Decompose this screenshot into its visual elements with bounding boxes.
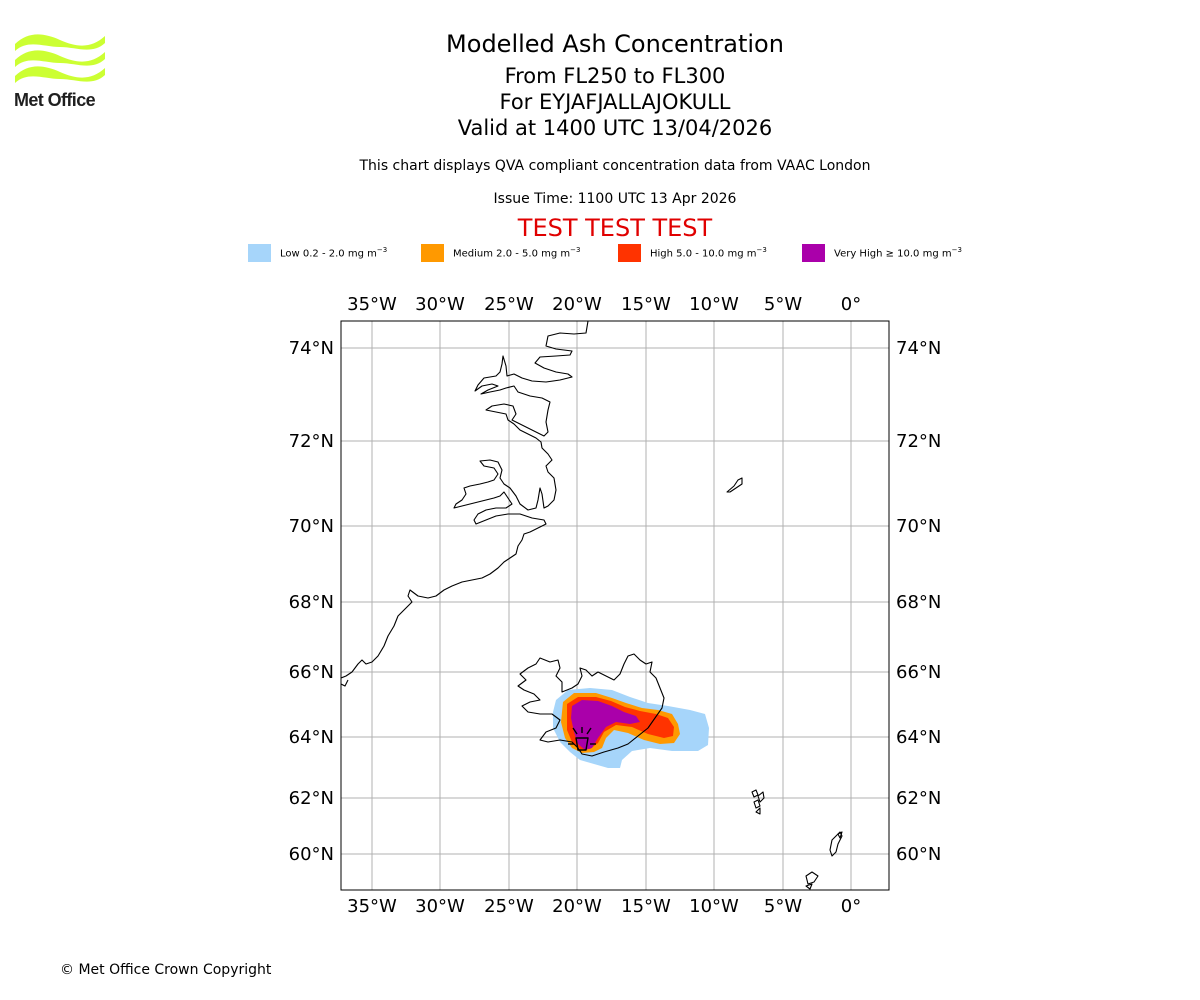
lat-label-left: 72°N bbox=[289, 431, 334, 452]
legend-label-very-high: Very High ≥ 10.0 mg m−3 bbox=[834, 246, 962, 260]
legend-swatch-low bbox=[248, 244, 271, 262]
legend-label-high: High 5.0 - 10.0 mg m−3 bbox=[650, 246, 767, 260]
met-office-logo: Met Office bbox=[14, 30, 110, 112]
greenland-coast-tip bbox=[341, 679, 349, 687]
legend-item-low: Low 0.2 - 2.0 mg m−3 bbox=[248, 244, 387, 262]
map-svg: 35°W 30°W 25°W 20°W 15°W 10°W 5°W 0° 35°… bbox=[289, 294, 942, 917]
lon-label-top: 0° bbox=[841, 294, 861, 315]
lat-label-left: 68°N bbox=[289, 592, 334, 613]
iceland-coast bbox=[517, 653, 665, 757]
graticule bbox=[341, 321, 889, 890]
legend-item-high: High 5.0 - 10.0 mg m−3 bbox=[618, 244, 767, 262]
legend-label-low: Low 0.2 - 2.0 mg m−3 bbox=[280, 246, 388, 260]
lon-label-bottom: 35°W bbox=[347, 896, 397, 917]
orkney-coast bbox=[805, 871, 819, 890]
chart-title: Modelled Ash Concentration bbox=[446, 30, 784, 58]
lon-label-bottom: 20°W bbox=[552, 896, 602, 917]
compliance-note: This chart displays QVA compliant concen… bbox=[359, 158, 871, 174]
lat-label-left: 74°N bbox=[289, 338, 334, 359]
map-frame bbox=[340, 320, 890, 891]
legend-swatch-very-high bbox=[802, 244, 825, 262]
legend-swatch-high bbox=[618, 244, 641, 262]
flight-level-range: From FL250 to FL300 bbox=[504, 64, 726, 88]
lon-label-bottom: 30°W bbox=[415, 896, 465, 917]
left-latitude-labels: 74°N 72°N 70°N 68°N 66°N 64°N 62°N 60°N bbox=[289, 338, 334, 865]
lon-label-bottom: 15°W bbox=[621, 896, 671, 917]
shetland-coast bbox=[829, 831, 843, 857]
lat-label-right: 64°N bbox=[896, 727, 941, 748]
lat-label-right: 66°N bbox=[896, 662, 941, 683]
wave-logo-icon bbox=[15, 34, 105, 83]
lon-label-top: 5°W bbox=[764, 294, 802, 315]
legend-swatch-medium bbox=[421, 244, 444, 262]
ash-plume bbox=[553, 688, 709, 768]
lon-label-top: 30°W bbox=[415, 294, 465, 315]
lat-label-right: 60°N bbox=[896, 844, 941, 865]
ash-map: 35°W 30°W 25°W 20°W 15°W 10°W 5°W 0° 35°… bbox=[280, 286, 960, 926]
copyright-notice: © Met Office Crown Copyright bbox=[60, 962, 272, 978]
lat-label-right: 68°N bbox=[896, 592, 941, 613]
lat-label-left: 66°N bbox=[289, 662, 334, 683]
lat-label-right: 74°N bbox=[896, 338, 941, 359]
lon-label-top: 20°W bbox=[552, 294, 602, 315]
valid-time: Valid at 1400 UTC 13/04/2026 bbox=[457, 116, 773, 140]
lon-label-top: 35°W bbox=[347, 294, 397, 315]
test-banner: TEST TEST TEST bbox=[517, 214, 713, 242]
lon-label-bottom: 0° bbox=[841, 896, 861, 917]
greenland-coast bbox=[341, 321, 589, 679]
lon-label-bottom: 10°W bbox=[689, 896, 739, 917]
legend-item-medium: Medium 2.0 - 5.0 mg m−3 bbox=[421, 244, 580, 262]
lat-label-right: 70°N bbox=[896, 516, 941, 537]
legend-label-medium: Medium 2.0 - 5.0 mg m−3 bbox=[453, 246, 581, 260]
lat-label-right: 62°N bbox=[896, 788, 941, 809]
lon-label-bottom: 5°W bbox=[764, 896, 802, 917]
volcano-marker-icon bbox=[568, 727, 596, 751]
lat-label-left: 60°N bbox=[289, 844, 334, 865]
top-longitude-labels: 35°W 30°W 25°W 20°W 15°W 10°W 5°W 0° bbox=[347, 294, 861, 315]
lat-label-left: 70°N bbox=[289, 516, 334, 537]
faroe-islands-coast bbox=[751, 789, 765, 815]
lat-label-left: 64°N bbox=[289, 727, 334, 748]
lat-label-left: 62°N bbox=[289, 788, 334, 809]
lat-label-right: 72°N bbox=[896, 431, 941, 452]
volcano-name: For EYJAFJALLAJOKULL bbox=[499, 90, 731, 114]
issue-time: Issue Time: 1100 UTC 13 Apr 2026 bbox=[493, 191, 737, 207]
bottom-longitude-labels: 35°W 30°W 25°W 20°W 15°W 10°W 5°W 0° bbox=[347, 896, 861, 917]
coastlines bbox=[341, 321, 843, 890]
lon-label-top: 10°W bbox=[689, 294, 739, 315]
lon-label-top: 15°W bbox=[621, 294, 671, 315]
lon-label-bottom: 25°W bbox=[484, 896, 534, 917]
met-office-logo-text: Met Office bbox=[14, 90, 96, 110]
legend-item-very-high: Very High ≥ 10.0 mg m−3 bbox=[802, 244, 962, 262]
concentration-legend: Low 0.2 - 2.0 mg m−3 Medium 2.0 - 5.0 mg… bbox=[248, 244, 1008, 264]
lon-label-top: 25°W bbox=[484, 294, 534, 315]
jan-mayen-coast bbox=[726, 477, 743, 493]
right-latitude-labels: 74°N 72°N 70°N 68°N 66°N 64°N 62°N 60°N bbox=[896, 338, 941, 865]
